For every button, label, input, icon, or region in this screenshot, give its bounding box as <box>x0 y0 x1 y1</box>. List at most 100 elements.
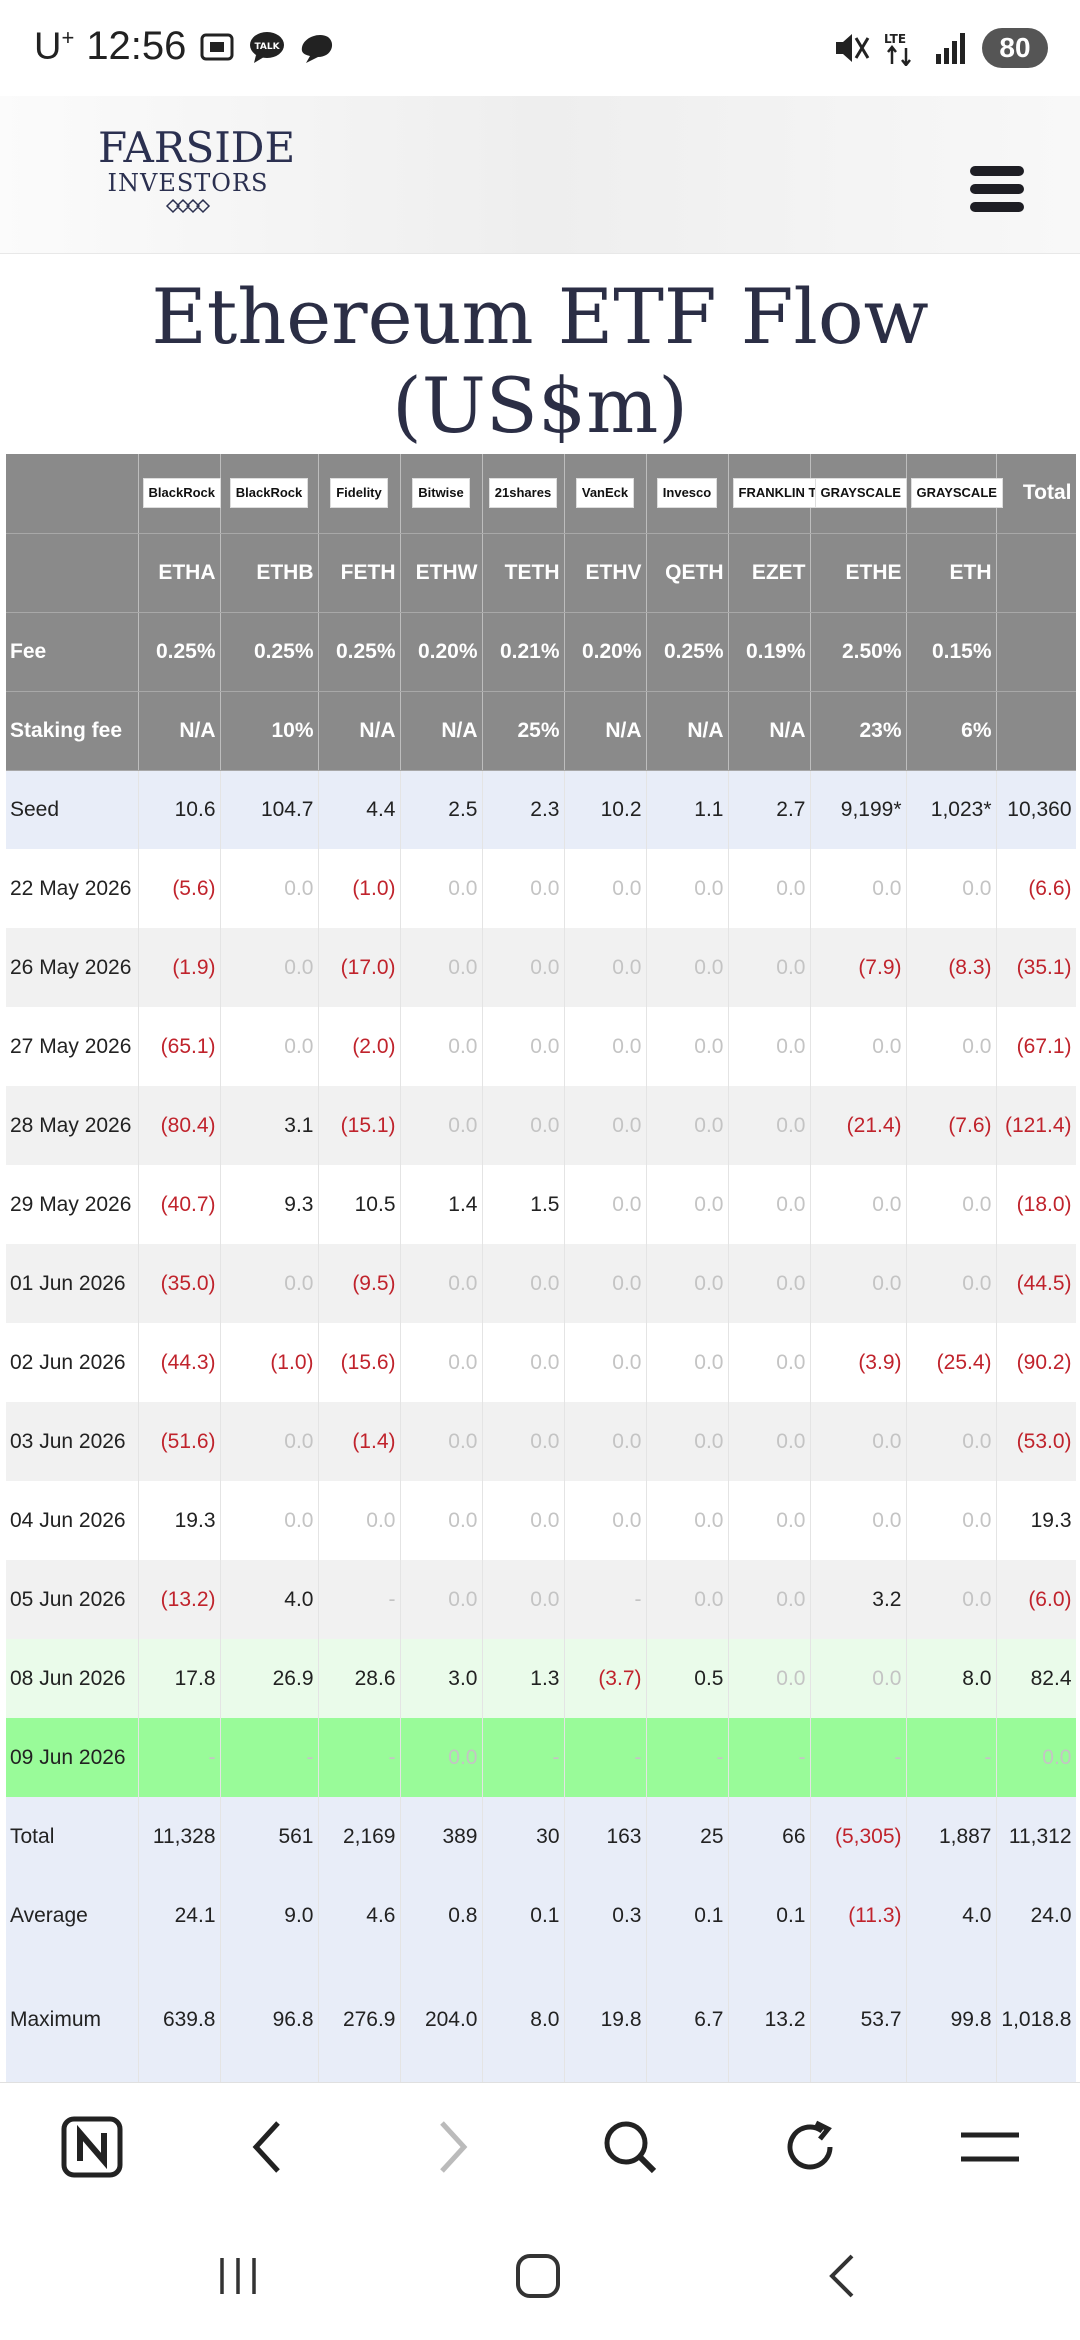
table-row: Total 11,328 561 2,169 389 30 163 25 66 (5,305) 1,… <box>6 1797 1076 1876</box>
table-cell: 10.6 <box>138 770 221 849</box>
table-cell: 0.0 <box>810 849 907 928</box>
table-cell: 99.8 <box>906 1955 997 2082</box>
table-cell: 0.0 <box>906 1402 997 1481</box>
table-cell: 0.0 <box>728 1560 811 1639</box>
table-cell: 4.0 <box>220 1560 319 1639</box>
row-date-label: Maximum <box>6 1955 139 2082</box>
forward-button[interactable] <box>416 2111 488 2183</box>
table-cell: 26.9 <box>220 1639 319 1718</box>
table-cell: (6.6) <box>996 849 1076 928</box>
staking-fee-row: Staking fee N/A 10% N/A N/A 25% N/A N/A N/A 23% 6% <box>6 691 1076 771</box>
system-back-button[interactable] <box>812 2248 872 2304</box>
table-cell: 53.7 <box>810 1955 907 2082</box>
table-cell: (13.2) <box>138 1560 221 1639</box>
table-cell: 82.4 <box>996 1639 1076 1718</box>
table-cell: (8.3) <box>906 928 997 1007</box>
fee-cell: 0.25% <box>220 612 319 692</box>
table-cell: 0.0 <box>646 1402 729 1481</box>
signal-icon <box>936 33 965 64</box>
clock: 12:56 <box>86 24 187 68</box>
menu-lines-icon <box>961 2132 1019 2162</box>
staking-fee-cell: 10% <box>220 691 319 771</box>
recent-apps-icon <box>220 2258 256 2294</box>
issuer-logo: BlackRock <box>142 478 221 509</box>
reload-button[interactable] <box>774 2111 846 2183</box>
search-button[interactable] <box>594 2111 666 2183</box>
table-cell: - <box>220 1718 319 1797</box>
lte-icon: LTE <box>884 32 911 66</box>
row-date-label: 29 May 2026 <box>6 1165 139 1244</box>
table-cell: 0.0 <box>728 1402 811 1481</box>
table-cell: 0.0 <box>220 1481 319 1560</box>
table-cell: 561 <box>220 1797 319 1876</box>
table-cell: 2.5 <box>400 770 483 849</box>
table-cell: 28.6 <box>318 1639 401 1718</box>
table-row: 08 Jun 2026 17.8 26.9 28.6 3.0 1.3 (3.7) 0.5 0.0… <box>6 1639 1076 1718</box>
issuer-logo-cell: GRAYSCALE <box>810 454 907 534</box>
fee-label: Fee <box>6 612 139 692</box>
staking-fee-cell <box>996 691 1076 771</box>
table-cell: - <box>318 1718 401 1797</box>
issuer-logo: GRAYSCALE <box>814 478 907 509</box>
table-cell: 0.0 <box>564 849 647 928</box>
table-cell: 3.0 <box>400 1639 483 1718</box>
recent-apps-button[interactable] <box>208 2248 268 2304</box>
table-cell: 0.0 <box>482 928 565 1007</box>
table-cell: 66 <box>728 1797 811 1876</box>
ticker-cell <box>996 533 1076 613</box>
table-row: 09 Jun 2026- - -0.0- - - - - -0.0 <box>6 1718 1076 1797</box>
fee-cell: 0.25% <box>138 612 221 692</box>
staking-fee-cell: N/A <box>646 691 729 771</box>
table-cell: (21.4) <box>810 1086 907 1165</box>
fee-cell: 2.50% <box>810 612 907 692</box>
table-cell: 19.3 <box>996 1481 1076 1560</box>
table-row: 05 Jun 2026 (13.2) 4.0-0.0 0.0-0.0 0.0 3.2 0.0… <box>6 1560 1076 1639</box>
table-cell: 0.0 <box>810 1165 907 1244</box>
table-cell: 0.0 <box>400 1086 483 1165</box>
svg-text:LTE: LTE <box>884 32 906 46</box>
etf-flow-table-container[interactable]: BlackRock BlackRock Fidelity Bitwise 21share… <box>6 454 1076 2082</box>
header-corner <box>6 454 139 534</box>
table-row: 22 May 2026 (5.6) 0.0 (1.0) 0.0 0.0 0.0 0.0 0.0 0… <box>6 849 1076 928</box>
table-cell: (35.0) <box>138 1244 221 1323</box>
table-cell: 11,328 <box>138 1797 221 1876</box>
ticker-cell: ETHB <box>220 533 319 613</box>
table-cell: 0.0 <box>906 1007 997 1086</box>
table-cell: (5,305) <box>810 1797 907 1876</box>
table-cell: 0.0 <box>400 1560 483 1639</box>
table-cell: 0.0 <box>728 1165 811 1244</box>
table-cell: 0.0 <box>220 1402 319 1481</box>
issuer-logo: GRAYSCALE <box>910 478 1003 509</box>
farside-logo[interactable]: FARSIDE INVESTORS <box>98 126 295 214</box>
page-title: Ethereum ETF Flow (US$m) <box>151 272 929 450</box>
table-cell: 1.5 <box>482 1165 565 1244</box>
ticker-row: ETHA ETHB FETH ETHW TETH ETHV QETH EZET ETHE ETH <box>6 533 1076 613</box>
table-cell: (25.4) <box>906 1323 997 1402</box>
ticker-cell: EZET <box>728 533 811 613</box>
issuer-logo: Fidelity <box>330 478 388 509</box>
logo-mark-icon <box>165 198 211 214</box>
table-cell: 2.7 <box>728 770 811 849</box>
staking-fee-cell: N/A <box>728 691 811 771</box>
home-button[interactable] <box>508 2248 568 2304</box>
status-bar: U+ 12:56 TALK LTE 80 <box>0 0 1080 96</box>
back-button[interactable] <box>232 2111 304 2183</box>
table-cell: 2,169 <box>318 1797 401 1876</box>
menu-icon[interactable] <box>970 166 1024 212</box>
table-cell: 0.0 <box>728 1086 811 1165</box>
table-row: 26 May 2026 (1.9) 0.0 (17.0) 0.0 0.0 0.0 0.0 0.0… <box>6 928 1076 1007</box>
fee-cell: 0.20% <box>400 612 483 692</box>
table-cell: 0.0 <box>810 1244 907 1323</box>
row-date-label: Seed <box>6 770 139 849</box>
ticker-cell: TETH <box>482 533 565 613</box>
table-cell: 0.0 <box>564 928 647 1007</box>
table-cell: 17.8 <box>138 1639 221 1718</box>
ticker-cell <box>6 533 139 613</box>
browser-menu-button[interactable] <box>954 2111 1026 2183</box>
table-cell: 0.0 <box>810 1639 907 1718</box>
table-cell: 0.0 <box>400 1244 483 1323</box>
naver-home-button[interactable] <box>56 2111 128 2183</box>
row-date-label: 09 Jun 2026 <box>6 1718 139 1797</box>
staking-fee-cell: 25% <box>482 691 565 771</box>
table-cell: - <box>318 1560 401 1639</box>
